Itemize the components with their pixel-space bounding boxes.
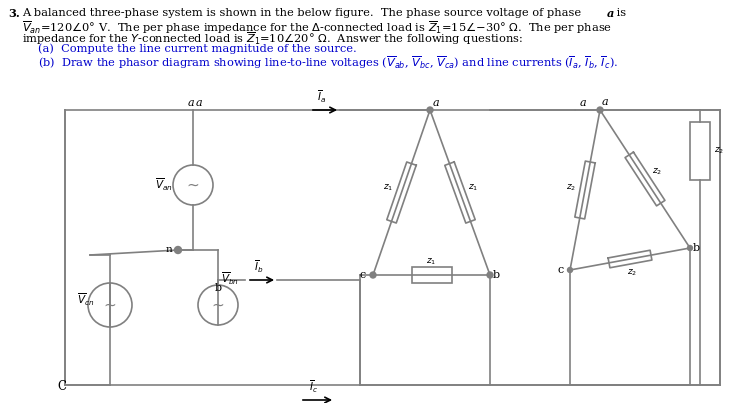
Text: a: a <box>188 98 195 108</box>
Text: $z_2$: $z_2$ <box>714 146 724 156</box>
Text: a: a <box>602 97 608 107</box>
Text: a: a <box>607 8 614 19</box>
Text: ~: ~ <box>104 297 116 312</box>
Circle shape <box>427 107 433 113</box>
Text: a: a <box>196 98 203 108</box>
Text: (a)  Compute the line current magnitude of the source.: (a) Compute the line current magnitude o… <box>38 43 356 54</box>
Circle shape <box>597 107 603 113</box>
Text: $\overline{V}_{bn}$: $\overline{V}_{bn}$ <box>221 271 239 287</box>
Text: $z_1$: $z_1$ <box>383 183 393 193</box>
Text: c: c <box>557 265 563 275</box>
Text: $z_2$: $z_2$ <box>627 268 638 278</box>
Text: b: b <box>493 270 500 280</box>
Circle shape <box>174 247 182 253</box>
Text: n: n <box>166 245 173 255</box>
Text: b: b <box>693 243 700 253</box>
Text: (b)  Draw the phasor diagram showing line-to-line voltages ($\overline{V}_{ab}$,: (b) Draw the phasor diagram showing line… <box>38 54 618 71</box>
Text: impedance for the $Y$-connected load is $\overline{Z}_1$=10$\angle$20° $\Omega$.: impedance for the $Y$-connected load is … <box>22 30 523 47</box>
Text: C: C <box>57 380 66 393</box>
Text: a: a <box>580 98 586 108</box>
Text: $z_1$: $z_1$ <box>468 183 478 193</box>
Text: $\overline{V}_{cn}$: $\overline{V}_{cn}$ <box>77 292 94 308</box>
Text: $\overline{I}_a$: $\overline{I}_a$ <box>318 89 326 105</box>
Text: $\overline{I}_c$: $\overline{I}_c$ <box>310 379 318 395</box>
Text: a: a <box>433 98 440 108</box>
Text: $z_1$: $z_1$ <box>426 257 436 267</box>
Bar <box>690 122 710 180</box>
Text: $\overline{I}_b$: $\overline{I}_b$ <box>254 259 264 275</box>
Text: b: b <box>215 283 222 293</box>
Text: ~: ~ <box>187 177 199 193</box>
Text: is: is <box>613 8 626 18</box>
Circle shape <box>487 272 493 278</box>
Text: $\overline{V}_{an}$=120$\angle$0° V.  The per phase impedance for the $\Delta$-c: $\overline{V}_{an}$=120$\angle$0° V. The… <box>22 19 612 36</box>
Text: $z_2$: $z_2$ <box>566 182 576 193</box>
Bar <box>411 267 452 283</box>
Text: A balanced three-phase system is shown in the below figure.  The phase source vo: A balanced three-phase system is shown i… <box>22 8 585 18</box>
Circle shape <box>370 272 376 278</box>
Text: c: c <box>359 270 365 280</box>
Text: $\overline{V}_{an}$: $\overline{V}_{an}$ <box>155 177 173 193</box>
Circle shape <box>567 268 572 272</box>
Circle shape <box>687 245 692 251</box>
Text: 3.: 3. <box>8 8 20 19</box>
Text: $z_2$: $z_2$ <box>651 166 662 177</box>
Text: ~: ~ <box>212 297 225 312</box>
